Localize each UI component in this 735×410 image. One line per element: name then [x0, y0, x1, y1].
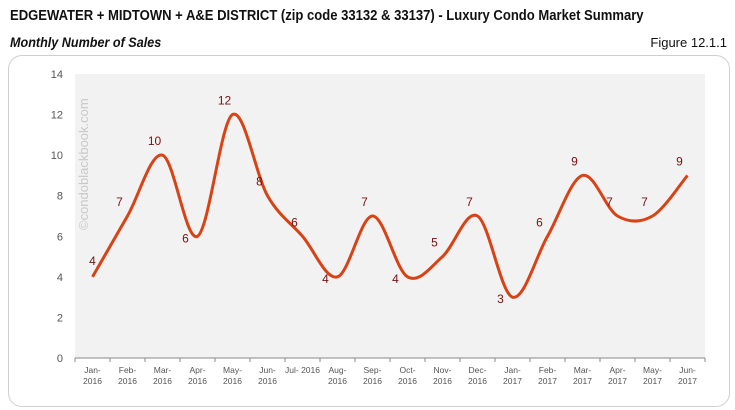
- data-label: 4: [89, 254, 96, 268]
- chart-frame: [8, 55, 730, 407]
- x-tick-label: Apr-2016: [188, 365, 207, 386]
- data-label: 3: [497, 292, 504, 306]
- chart-title: EDGEWATER + MIDTOWN + A&E DISTRICT (zip …: [10, 8, 644, 24]
- x-tick-label: Jan-2017: [503, 365, 522, 386]
- x-tick-label: May-2016: [223, 365, 242, 386]
- data-label: 6: [182, 231, 189, 245]
- data-label: 9: [571, 154, 578, 168]
- data-label: 4: [322, 272, 329, 286]
- data-label: 4: [392, 272, 399, 286]
- x-tick-label: Feb-2017: [538, 365, 557, 386]
- data-label: 6: [291, 215, 298, 229]
- x-tick-label: Feb-2016: [118, 365, 137, 386]
- x-tick-label: Jul- 2016: [285, 365, 320, 375]
- data-label: 8: [256, 175, 263, 189]
- x-tick-label: Mar-2016: [153, 365, 172, 386]
- y-tick-label: 12: [51, 110, 63, 122]
- data-label: 10: [148, 134, 162, 148]
- y-tick-label: 14: [51, 69, 63, 81]
- x-tick-label: Mar-2017: [573, 365, 592, 386]
- figure-number: Figure 12.1.1: [650, 35, 727, 50]
- y-tick-label: 8: [57, 191, 63, 203]
- y-tick-label: 2: [57, 312, 63, 324]
- data-label: 7: [641, 195, 648, 209]
- plot-area: [75, 74, 705, 358]
- data-label: 12: [218, 94, 232, 108]
- watermark: ©condoblackbook.com: [76, 98, 91, 230]
- chart-subtitle: Monthly Number of Sales: [10, 34, 162, 50]
- data-label: 7: [116, 195, 123, 209]
- data-label: 7: [466, 195, 473, 209]
- x-tick-label: May-2017: [643, 365, 662, 386]
- x-tick-label: Apr-2017: [608, 365, 627, 386]
- y-tick-label: 6: [57, 231, 63, 243]
- data-label: 9: [676, 154, 683, 168]
- x-tick-label: Nov-2016: [433, 365, 452, 386]
- data-label: 5: [431, 236, 438, 250]
- y-tick-label: 10: [51, 150, 63, 162]
- x-tick-label: Aug-2016: [328, 365, 347, 386]
- x-tick-label: Oct-2016: [398, 365, 417, 386]
- x-tick-label: Jun-2017: [678, 365, 697, 386]
- data-label: 7: [361, 195, 368, 209]
- x-tick-label: Jan-2016: [83, 365, 102, 386]
- data-label: 7: [606, 195, 613, 209]
- x-tick-label: Sep-2016: [363, 365, 382, 386]
- data-label: 6: [536, 215, 543, 229]
- x-tick-label: Dec-2016: [468, 365, 487, 386]
- series-line: [91, 112, 689, 299]
- y-tick-label: 4: [57, 272, 63, 284]
- y-tick-label: 0: [57, 353, 63, 365]
- x-tick-label: Jun-2016: [258, 365, 277, 386]
